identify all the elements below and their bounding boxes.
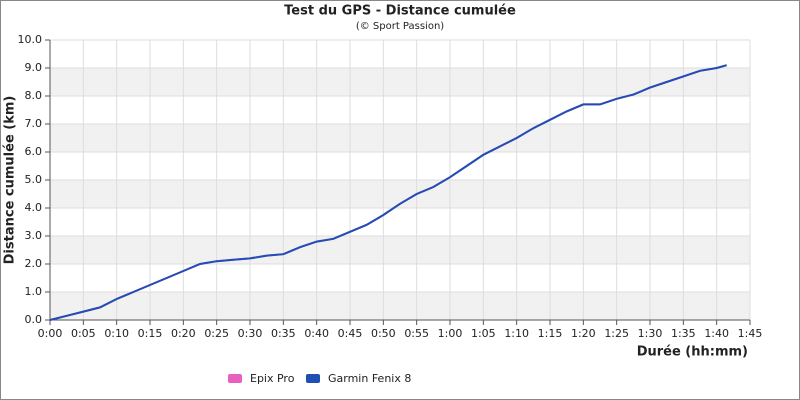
x-tick-label: 0:25 [204,327,229,340]
x-tick-label: 1:40 [704,327,729,340]
x-tick-label: 1:35 [671,327,696,340]
x-tick-label: 1:45 [738,327,763,340]
x-tick-label: 0:05 [71,327,96,340]
y-tick-label: 6.0 [25,145,43,158]
y-tick-label: 0.0 [25,313,43,326]
x-tick-label: 0:40 [304,327,329,340]
x-tick-label: 1:00 [438,327,463,340]
legend-swatch [306,374,320,383]
legend-label: Epix Pro [250,372,295,385]
y-tick-label: 9.0 [25,61,43,74]
y-tick-label: 8.0 [25,89,43,102]
x-tick-label: 0:00 [38,327,63,340]
legend-swatch [228,374,242,383]
x-tick-label: 1:15 [538,327,563,340]
x-tick-label: 0:10 [104,327,129,340]
x-tick-label: 0:30 [238,327,263,340]
y-tick-label: 3.0 [25,229,43,242]
x-tick-label: 0:45 [338,327,363,340]
x-tick-label: 1:25 [604,327,629,340]
y-tick-label: 2.0 [25,257,43,270]
x-tick-label: 0:15 [138,327,163,340]
y-tick-label: 1.0 [25,285,43,298]
grid-band [50,236,750,264]
legend-label: Garmin Fenix 8 [328,372,411,385]
chart-title: Test du GPS - Distance cumulée [284,4,516,19]
x-tick-label: 0:20 [171,327,196,340]
x-axis-title: Durée (hh:mm) [637,345,748,360]
grid-band [50,292,750,320]
x-tick-label: 0:35 [271,327,296,340]
chart-subtitle: (© Sport Passion) [356,21,444,32]
x-tick-label: 1:05 [471,327,496,340]
y-tick-label: 7.0 [25,117,43,130]
x-tick-label: 0:50 [371,327,396,340]
data-line [49,64,727,321]
grid-band [50,68,750,96]
x-tick-label: 1:10 [504,327,529,340]
x-tick-label: 0:55 [404,327,429,340]
x-tick-label: 1:30 [638,327,663,340]
grid-band [50,124,750,152]
y-tick-label: 4.0 [25,201,43,214]
y-tick-label: 5.0 [25,173,43,186]
y-tick-label: 10.0 [18,33,43,46]
y-axis-title: Distance cumulée (km) [3,96,18,265]
x-tick-label: 1:20 [571,327,596,340]
